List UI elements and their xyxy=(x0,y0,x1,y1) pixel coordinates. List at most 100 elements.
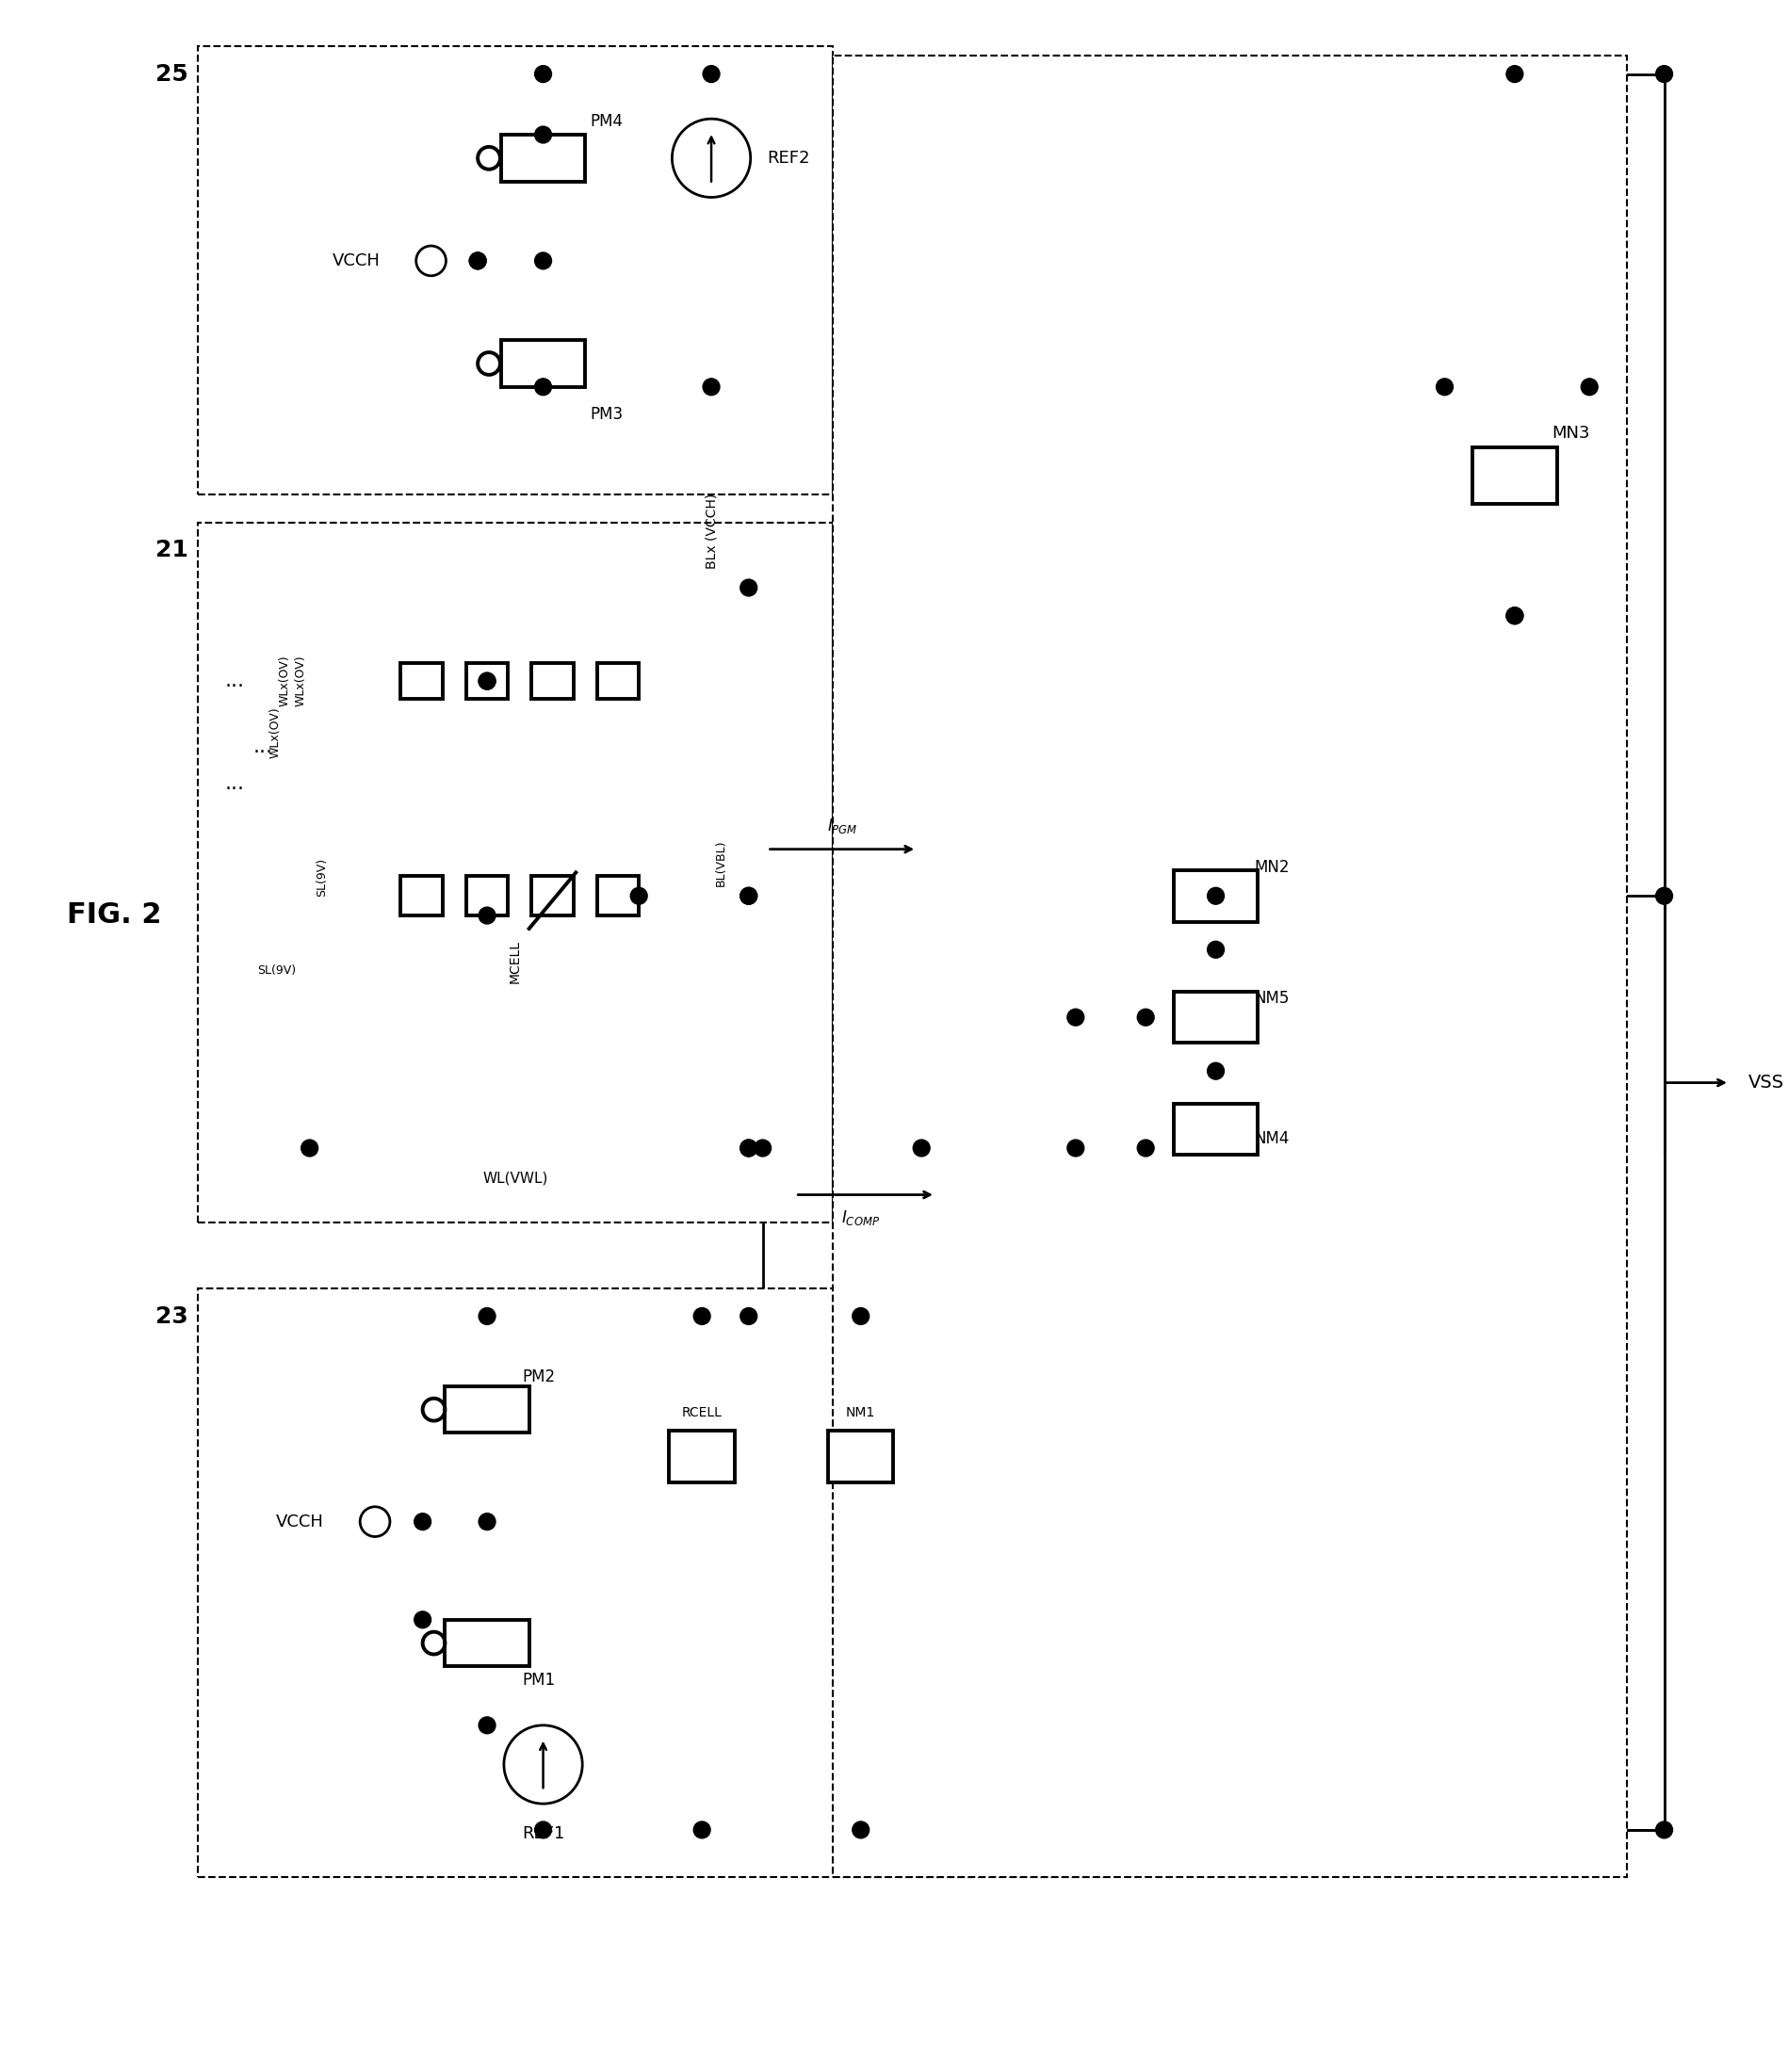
Circle shape xyxy=(1137,1140,1153,1156)
Bar xyxy=(597,663,638,698)
Text: 25: 25 xyxy=(156,62,188,85)
Bar xyxy=(531,663,574,698)
Bar xyxy=(1076,700,1402,1196)
Circle shape xyxy=(479,1718,495,1734)
Bar xyxy=(1173,870,1257,922)
Text: SL(9V): SL(9V) xyxy=(257,963,295,976)
Circle shape xyxy=(1505,607,1523,624)
Bar xyxy=(467,876,508,916)
Text: ...: ... xyxy=(225,775,245,794)
Circle shape xyxy=(1505,66,1523,83)
Bar xyxy=(501,340,585,387)
Text: REF1: REF1 xyxy=(522,1825,565,1842)
Bar xyxy=(833,56,1627,1877)
Circle shape xyxy=(415,1612,431,1629)
Text: MN2: MN2 xyxy=(1253,860,1289,876)
Text: VCCH: VCCH xyxy=(333,253,381,269)
Text: WLx(OV): WLx(OV) xyxy=(295,655,306,707)
Bar xyxy=(445,1620,529,1666)
Circle shape xyxy=(1207,1063,1225,1080)
Circle shape xyxy=(755,1140,771,1156)
Bar xyxy=(197,522,833,1222)
Bar xyxy=(1473,448,1557,503)
Text: ...: ... xyxy=(225,671,245,690)
Text: 23: 23 xyxy=(156,1305,188,1328)
Circle shape xyxy=(1067,1009,1084,1026)
Text: NM4: NM4 xyxy=(1253,1129,1289,1148)
Text: WLx(OV): WLx(OV) xyxy=(270,707,281,758)
Circle shape xyxy=(1656,66,1672,83)
Circle shape xyxy=(1207,887,1225,903)
Circle shape xyxy=(535,379,551,396)
Circle shape xyxy=(479,1513,495,1529)
Bar xyxy=(828,1430,894,1481)
Circle shape xyxy=(853,1307,869,1324)
Circle shape xyxy=(535,253,551,269)
Bar xyxy=(597,876,638,916)
Circle shape xyxy=(1067,1140,1084,1156)
Text: MCELL: MCELL xyxy=(508,939,522,982)
Circle shape xyxy=(1656,1821,1672,1838)
Circle shape xyxy=(479,673,495,690)
Text: $I_{COMP}$: $I_{COMP}$ xyxy=(842,1208,880,1227)
Circle shape xyxy=(694,1307,710,1324)
Circle shape xyxy=(468,253,486,269)
Circle shape xyxy=(853,1821,869,1838)
Text: PM2: PM2 xyxy=(522,1368,554,1386)
Circle shape xyxy=(535,126,551,143)
Circle shape xyxy=(479,908,495,924)
Bar xyxy=(467,663,508,698)
Text: BLx (VCCH): BLx (VCCH) xyxy=(704,493,719,570)
Text: NM5: NM5 xyxy=(1253,990,1289,1007)
Bar xyxy=(197,46,833,495)
Text: WL(VWL): WL(VWL) xyxy=(483,1171,547,1185)
Bar xyxy=(1173,1104,1257,1154)
Circle shape xyxy=(740,1140,756,1156)
Text: SL(9V): SL(9V) xyxy=(316,858,329,897)
Text: NM1: NM1 xyxy=(846,1405,876,1419)
Circle shape xyxy=(914,1140,930,1156)
Text: PM4: PM4 xyxy=(590,114,622,131)
Text: $I_{PGM}$: $I_{PGM}$ xyxy=(826,816,858,835)
Bar xyxy=(197,1289,1112,1877)
Circle shape xyxy=(468,253,486,269)
Circle shape xyxy=(703,379,721,396)
Bar xyxy=(669,1430,735,1481)
Text: WLx(OV): WLx(OV) xyxy=(279,655,291,707)
Text: REF2: REF2 xyxy=(767,149,810,166)
Circle shape xyxy=(740,887,756,903)
Text: PM1: PM1 xyxy=(522,1672,554,1689)
Circle shape xyxy=(1436,379,1454,396)
Text: MN3: MN3 xyxy=(1552,425,1590,441)
Text: VCCH: VCCH xyxy=(277,1513,324,1529)
Circle shape xyxy=(479,1307,495,1324)
Circle shape xyxy=(300,1140,318,1156)
Circle shape xyxy=(740,1307,756,1324)
Circle shape xyxy=(535,66,551,83)
Text: FIG. 2: FIG. 2 xyxy=(66,901,161,928)
Circle shape xyxy=(1505,607,1523,624)
Text: ...: ... xyxy=(252,738,274,756)
Text: RCELL: RCELL xyxy=(681,1405,722,1419)
Text: 21: 21 xyxy=(156,539,188,562)
Circle shape xyxy=(415,1513,431,1529)
Text: VSS: VSS xyxy=(1749,1073,1784,1092)
Circle shape xyxy=(740,1140,756,1156)
Bar xyxy=(531,876,574,916)
Bar xyxy=(501,135,585,182)
Circle shape xyxy=(703,66,721,83)
Text: BL(VBL): BL(VBL) xyxy=(715,839,726,887)
Circle shape xyxy=(1581,379,1598,396)
Bar xyxy=(1173,992,1257,1042)
Bar xyxy=(401,876,443,916)
Circle shape xyxy=(535,1821,551,1838)
Circle shape xyxy=(1207,941,1225,957)
Circle shape xyxy=(479,673,495,690)
Circle shape xyxy=(694,1821,710,1838)
Text: PM3: PM3 xyxy=(590,406,622,423)
Circle shape xyxy=(1656,887,1672,903)
Text: 27: 27 xyxy=(1141,667,1169,686)
Circle shape xyxy=(1137,1009,1153,1026)
Bar xyxy=(445,1386,529,1434)
Circle shape xyxy=(740,580,756,597)
